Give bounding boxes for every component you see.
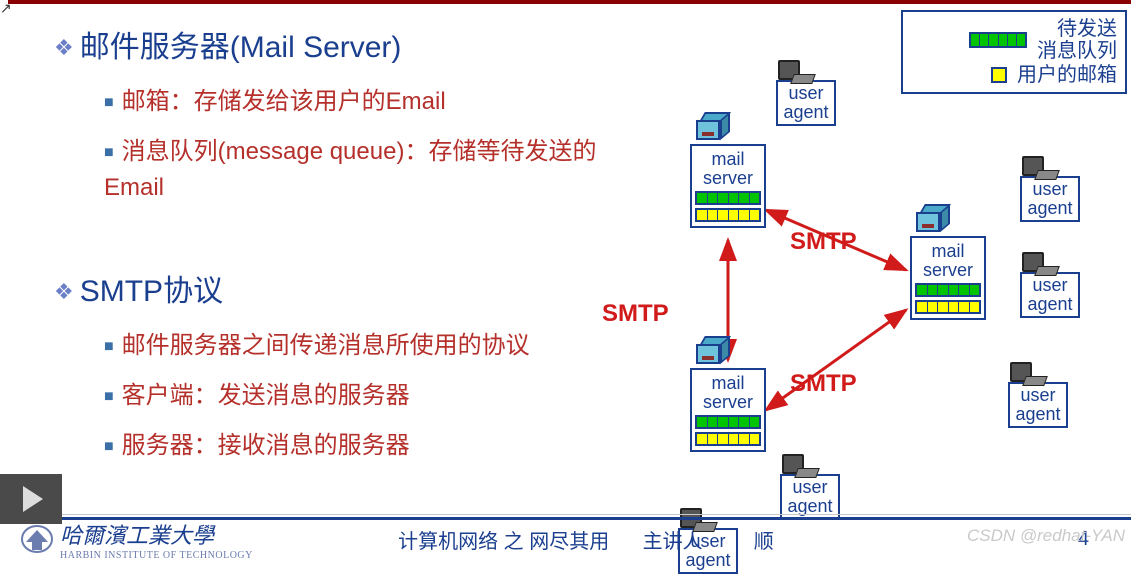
ua-label-1: user: [1010, 386, 1066, 405]
university-name: 哈爾濱工業大學: [60, 518, 253, 550]
bullet-client: ■ 客户端：发送消息的服务器: [104, 378, 604, 414]
outgoing-queue-icon: [915, 283, 981, 297]
diamond-bullet-icon: ❖: [54, 35, 74, 60]
pc-icon: [1022, 154, 1054, 178]
bullet-mailbox: ■ 邮箱：存储发给该用户的Email: [104, 84, 604, 120]
lecturer-prefix: 主讲人: [643, 531, 703, 553]
ms-label-1: mail: [912, 242, 984, 261]
course-title: 计算机网络 之 网尽其用: [398, 531, 609, 553]
play-button[interactable]: [0, 474, 62, 524]
ua-label-2: agent: [1022, 295, 1078, 314]
mailboxes-icon: [915, 300, 981, 314]
square-bullet-icon: ■: [104, 438, 114, 455]
ua-label-1: user: [1022, 276, 1078, 295]
pc-icon: [1010, 360, 1042, 384]
ua-label-2: agent: [782, 497, 838, 516]
university-name-en: HARBIN INSTITUTE OF TECHNOLOGY: [60, 550, 253, 561]
outgoing-queue-icon: [695, 191, 761, 205]
mouse-cursor-icon: ↖: [0, 0, 12, 17]
footer-middle: 计算机网络 之 网尽其用 主讲人 XXX 顺: [253, 525, 919, 554]
user-agent-box: useragent: [776, 80, 836, 126]
ms-label-1: mail: [692, 150, 764, 169]
bullet3-text: 邮件服务器之间传递消息所使用的协议: [122, 332, 530, 359]
lecturer-suffix: 顺: [754, 531, 774, 553]
heading1-text: 邮件服务器(Mail Server): [80, 31, 402, 64]
bullet-smtp-protocol: ■ 邮件服务器之间传递消息所使用的协议: [104, 328, 604, 364]
square-bullet-icon: ■: [104, 94, 114, 111]
server-cube-icon: [696, 114, 728, 142]
legend-row-queue: 待发送 消息队列: [911, 18, 1117, 62]
mail-server-box: mailserver: [910, 236, 986, 320]
pc-icon: [1022, 250, 1054, 274]
user-agent-node: useragent: [1008, 382, 1068, 428]
mailboxes-icon: [695, 432, 761, 446]
ms-label-1: mail: [692, 374, 764, 393]
mail-server-box: mailserver: [690, 144, 766, 228]
bullet5-text: 服务器：接收消息的服务器: [122, 432, 410, 459]
ua-label-2: agent: [778, 103, 834, 122]
user-agent-box: useragent: [1020, 272, 1080, 318]
smtp-label: SMTP: [602, 300, 669, 328]
ms-label-2: server: [692, 393, 764, 412]
mail-server-box: mailserver: [690, 368, 766, 452]
ms-label-2: server: [692, 169, 764, 188]
square-bullet-icon: ■: [104, 388, 114, 405]
bullet2-text: 消息队列(message queue)：存储等待发送的Email: [104, 138, 596, 201]
ms-label-2: server: [912, 261, 984, 280]
ua-label-2: agent: [1010, 405, 1066, 424]
ua-label-2: agent: [1022, 199, 1078, 218]
server-cube-icon: [696, 338, 728, 366]
ua-label-1: user: [778, 84, 834, 103]
smtp-label: SMTP: [790, 370, 857, 398]
user-agent-box: useragent: [780, 474, 840, 520]
pc-icon: [778, 58, 810, 82]
bullet1-text: 邮箱：存储发给该用户的Email: [122, 88, 446, 115]
diamond-bullet-icon: ❖: [54, 279, 74, 304]
smtp-label: SMTP: [790, 228, 857, 256]
square-bullet-icon: ■: [104, 144, 114, 161]
mail-diagram: useragentuseragentuseragentuseragentuser…: [590, 80, 1130, 550]
pc-icon: [782, 452, 814, 476]
user-agent-node: useragent: [776, 80, 836, 126]
user-agent-box: useragent: [1008, 382, 1068, 428]
text-column: ❖邮件服务器(Mail Server) ■邮箱：存储发给该用户的Email ■消…: [44, 22, 604, 478]
square-bullet-icon: ■: [104, 338, 114, 355]
heading-smtp: ❖SMTP协议: [54, 266, 604, 310]
bullet-queue: ■消息队列(message queue)：存储等待发送的Email: [104, 134, 604, 206]
bullet-server: ■ 服务器：接收消息的服务器: [104, 428, 604, 464]
mail-server-node: mailserver: [690, 144, 766, 228]
top-rule: [8, 0, 1131, 4]
server-cube-icon: [916, 206, 948, 234]
queue-icon: [969, 32, 1027, 48]
ua-label-1: user: [1022, 180, 1078, 199]
bullet4-text: 客户端：发送消息的服务器: [122, 382, 410, 409]
mail-server-node: mailserver: [910, 236, 986, 320]
user-agent-node: useragent: [780, 474, 840, 520]
ua-label-1: user: [782, 478, 838, 497]
legend-queue-label: 待发送 消息队列: [1037, 18, 1117, 62]
csdn-watermark: CSDN @redhat-YAN: [967, 526, 1125, 546]
hit-logo-icon: [20, 524, 54, 554]
heading-mail-server: ❖邮件服务器(Mail Server): [54, 22, 604, 66]
mail-server-node: mailserver: [690, 368, 766, 452]
user-agent-node: useragent: [1020, 272, 1080, 318]
user-agent-box: useragent: [1020, 176, 1080, 222]
heading2-text: SMTP协议: [80, 275, 223, 308]
outgoing-queue-icon: [695, 415, 761, 429]
mailboxes-icon: [695, 208, 761, 222]
user-agent-node: useragent: [1020, 176, 1080, 222]
